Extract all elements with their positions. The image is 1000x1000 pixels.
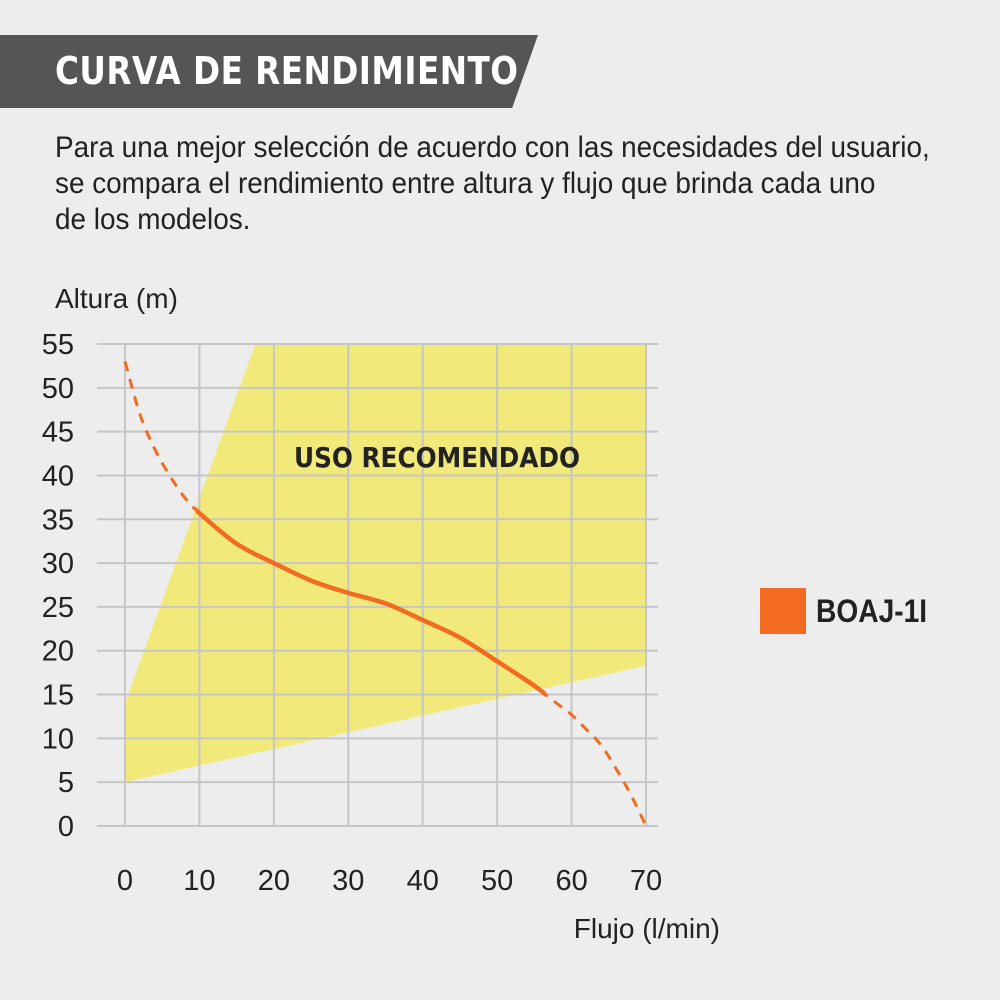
x-tick-label-40: 40 xyxy=(407,865,439,897)
chart-legend: BOAJ-1I xyxy=(760,588,942,634)
x-tick-label-50: 50 xyxy=(481,865,513,897)
x-tick-label-10: 10 xyxy=(183,865,215,897)
intro-text: Para una mejor selección de acuerdo con … xyxy=(55,130,930,238)
x-tick-label-0: 0 xyxy=(117,865,133,897)
x-tick-label-20: 20 xyxy=(258,865,290,897)
y-tick-label-45: 45 xyxy=(42,417,74,449)
x-tick-label-70: 70 xyxy=(630,865,662,897)
y-tick-label-30: 30 xyxy=(42,548,74,580)
legend-swatch-boaj-1i xyxy=(760,588,806,634)
intro-line-2: se compara el rendimiento entre altura y… xyxy=(55,167,876,200)
y-tick-label-10: 10 xyxy=(42,723,74,755)
y-tick-label-5: 5 xyxy=(58,767,74,799)
page-title: CURVA DE RENDIMIENTO xyxy=(55,49,519,93)
intro-line-1: Para una mejor selección de acuerdo con … xyxy=(55,131,930,164)
y-tick-label-15: 15 xyxy=(42,680,74,712)
y-axis-label: Altura (m) xyxy=(55,283,178,314)
recommended-zone-label: USO RECOMENDADO xyxy=(294,441,580,474)
series-boaj-1i-solid xyxy=(195,506,546,698)
y-tick-label-0: 0 xyxy=(58,811,74,843)
x-tick-label-30: 30 xyxy=(332,865,364,897)
x-tick-label-60: 60 xyxy=(555,865,587,897)
y-tick-label-50: 50 xyxy=(42,373,74,405)
y-tick-label-35: 35 xyxy=(42,504,74,536)
y-tick-label-55: 55 xyxy=(42,329,74,361)
intro-line-3: de los modelos. xyxy=(55,203,251,236)
y-tick-label-40: 40 xyxy=(42,460,74,492)
y-tick-label-20: 20 xyxy=(42,636,74,668)
x-axis-label: Flujo (l/min) xyxy=(574,913,720,944)
y-tick-label-25: 25 xyxy=(42,592,74,624)
legend-label-boaj-1i: BOAJ-1I xyxy=(816,592,928,629)
title-banner: CURVA DE RENDIMIENTO xyxy=(0,35,538,108)
